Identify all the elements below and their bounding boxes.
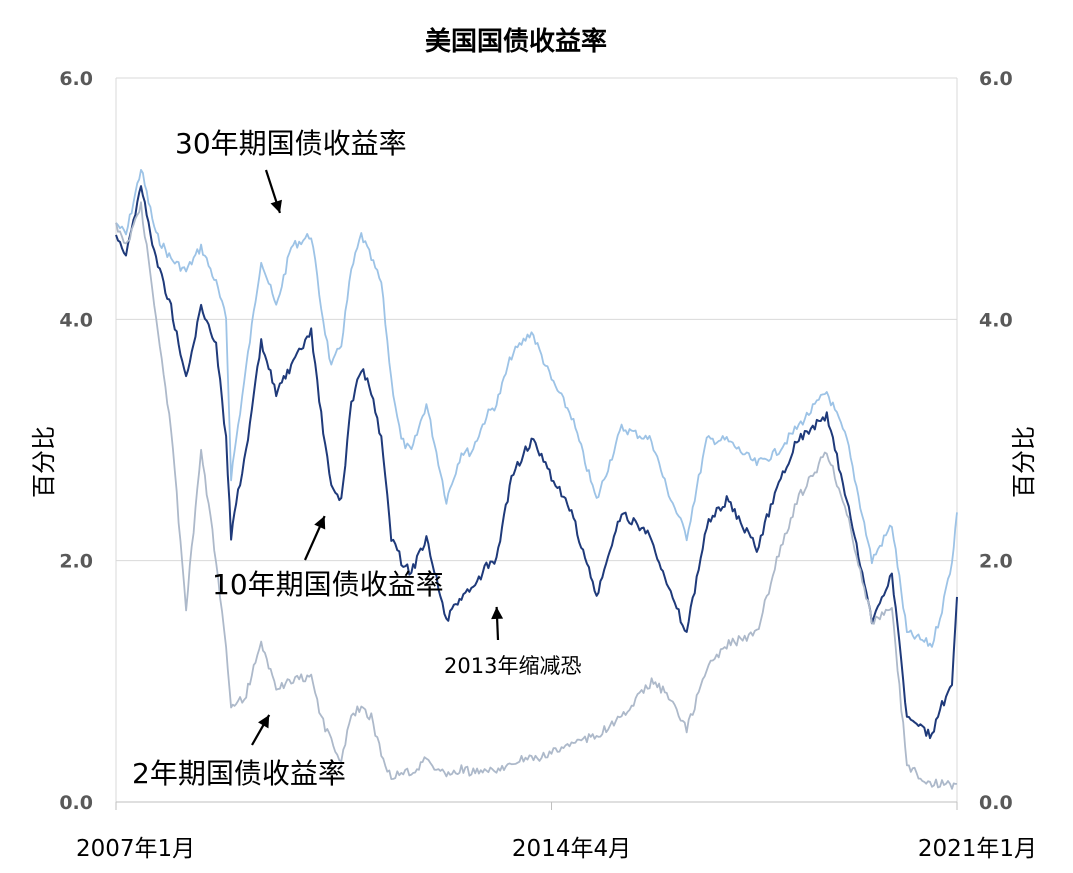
annotation-arrowhead-3 xyxy=(491,606,504,620)
annotation-taper: 2013年缩减恐 xyxy=(444,654,581,678)
annotation-arrowhead-0 xyxy=(270,199,282,213)
series-line-0 xyxy=(115,169,958,648)
gridlines xyxy=(116,77,957,562)
y-tick-left-2: 4.0 xyxy=(59,309,93,331)
y-tick-left-1: 2.0 xyxy=(59,551,93,573)
y-tick-labels-right: 0.0 2.0 4.0 6.0 xyxy=(979,68,1013,814)
y-tick-labels-left: 0.0 2.0 4.0 6.0 xyxy=(59,68,93,814)
annotation-2y: 2年期国债收益率 xyxy=(132,757,346,790)
y-tick-right-2: 4.0 xyxy=(979,309,1013,331)
y-axis-label-left: 百分比 xyxy=(30,426,58,498)
annotation-30y: 30年期国债收益率 xyxy=(175,127,407,160)
y-axis-label-right: 百分比 xyxy=(1010,426,1038,498)
annotations: 30年期国债收益率 10年期国债收益率 2年期国债收益率 2013年缩减恐 xyxy=(132,127,581,790)
annotation-arrowhead-2 xyxy=(258,714,270,729)
annotation-arrowhead-1 xyxy=(314,516,326,530)
x-tick-label-0: 2007年1月 xyxy=(76,836,195,862)
x-tick-label-2: 2021年1月 xyxy=(918,836,1037,862)
chart-title: 美国国债收益率 xyxy=(425,26,607,57)
annotation-10y: 10年期国债收益率 xyxy=(212,568,444,601)
series-lines xyxy=(115,169,958,790)
x-tick-label-1: 2014年4月 xyxy=(512,836,631,862)
y-tick-right-1: 2.0 xyxy=(979,551,1013,573)
y-tick-right-3: 6.0 xyxy=(979,68,1013,90)
series-line-1 xyxy=(115,185,958,740)
y-tick-left-3: 6.0 xyxy=(59,68,93,90)
y-tick-left-0: 0.0 xyxy=(59,792,93,814)
y-tick-right-0: 0.0 xyxy=(979,792,1013,814)
series-line-2 xyxy=(115,201,957,790)
x-tick-labels: 2007年1月 2014年4月 2021年1月 xyxy=(76,802,1037,862)
